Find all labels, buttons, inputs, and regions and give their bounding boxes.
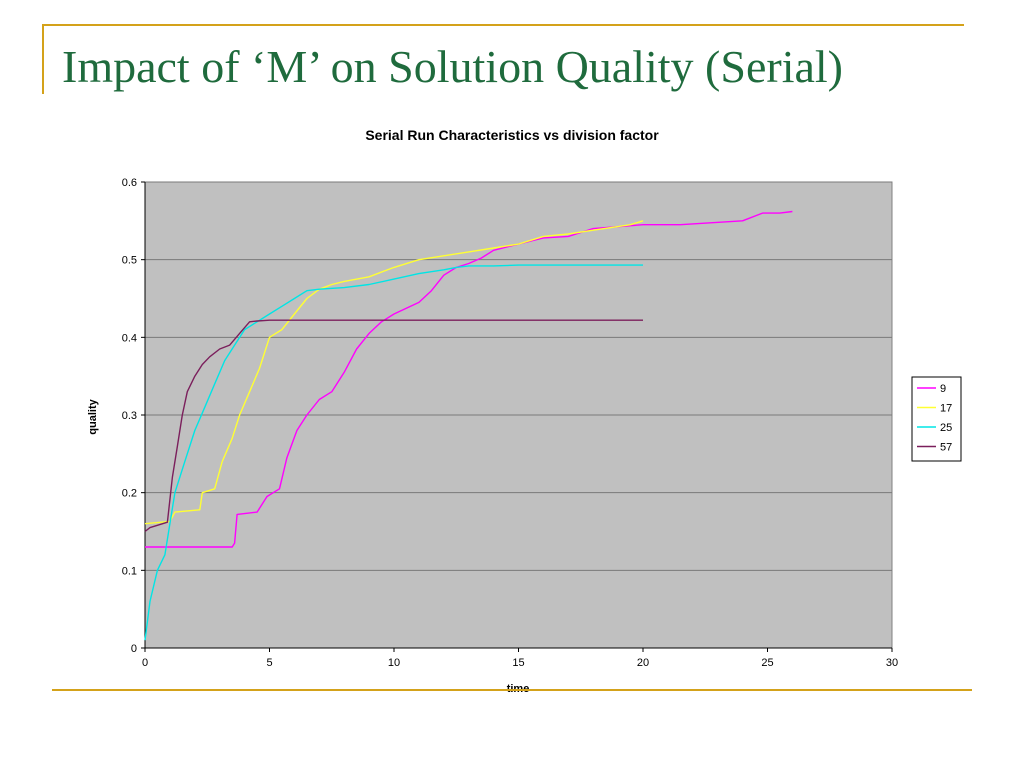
y-tick-label: 0 [131,643,137,655]
chart-title: Serial Run Characteristics vs division f… [365,127,659,143]
accent-line-vertical [42,24,44,94]
x-tick-label: 15 [512,657,524,669]
y-tick-label: 0.6 [122,177,137,189]
legend-label-17: 17 [940,403,952,415]
legend-label-25: 25 [940,422,952,434]
x-tick-label: 20 [637,657,649,669]
y-tick-label: 0.3 [122,410,137,422]
accent-line-bottom [52,689,972,691]
y-axis-label: quality [87,399,99,435]
series-line-25 [144,264,643,641]
series-line-17 [144,220,644,525]
accent-line-top [42,24,964,26]
x-tick-label: 0 [142,657,148,669]
y-tick-label: 0.5 [122,255,137,267]
x-tick-label: 25 [761,657,773,669]
y-tick-label: 0.1 [122,565,137,577]
x-tick-label: 10 [388,657,400,669]
slide-title: Impact of ‘M’ on Solution Quality (Seria… [62,41,843,92]
x-tick-label: 30 [886,657,898,669]
y-tick-label: 0.4 [122,332,137,344]
legend-label-9: 9 [940,383,946,395]
series-line-57 [144,319,643,533]
legend-box [911,376,962,462]
y-tick-label: 0.2 [122,488,137,500]
x-tick-label: 5 [266,657,272,669]
legend-label-57: 57 [940,442,952,454]
